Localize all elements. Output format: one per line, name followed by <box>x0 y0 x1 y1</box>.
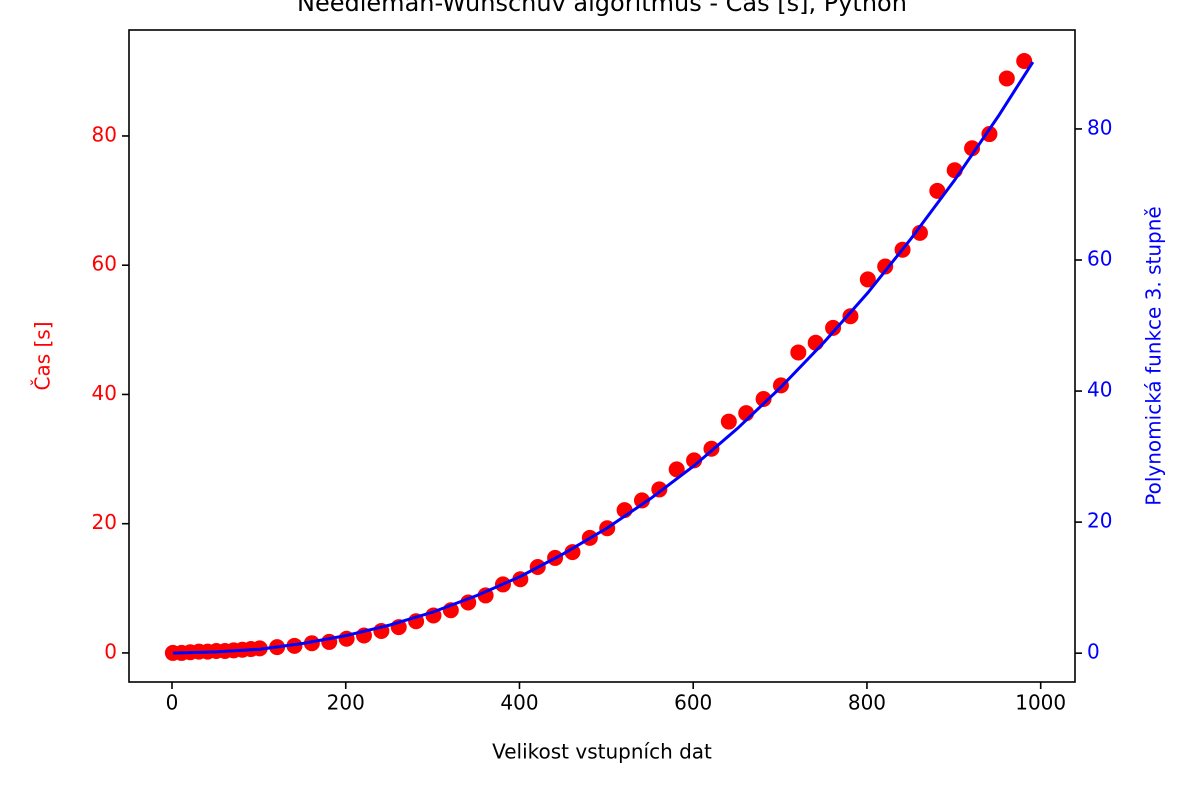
data-point <box>877 258 894 275</box>
x-tick-label: 0 <box>166 691 179 715</box>
y2-tick-label: 80 <box>1087 115 1112 139</box>
chart-title: Needleman-Wunschův algoritmus - Čas [s],… <box>297 0 907 17</box>
data-point <box>859 271 876 288</box>
y2-axis-label: Polynomická funkce 3. stupně <box>1142 206 1166 505</box>
x-tick-label: 400 <box>500 691 538 715</box>
data-point <box>825 319 842 336</box>
y-axis-label: Čas [s] <box>31 321 55 390</box>
data-point <box>755 390 772 407</box>
data-point <box>1016 53 1033 70</box>
plot-frame <box>128 29 1076 683</box>
fit-line <box>172 61 1035 655</box>
data-point <box>964 140 981 157</box>
x-tick-label: 800 <box>848 691 886 715</box>
data-point <box>807 334 824 351</box>
y-tick-label: 20 <box>92 510 117 534</box>
y2-tick-label: 60 <box>1087 247 1112 271</box>
data-point <box>564 544 581 561</box>
y-tick-label: 60 <box>92 252 117 276</box>
x-axis-label: Velikost vstupních dat <box>492 740 712 764</box>
data-point <box>911 224 928 241</box>
data-point <box>842 308 859 325</box>
y-tick-label: 0 <box>104 639 117 663</box>
data-point <box>686 452 703 469</box>
data-point <box>929 182 946 199</box>
x-tick-label: 200 <box>327 691 365 715</box>
data-point <box>720 413 737 430</box>
data-point <box>998 70 1015 87</box>
data-point <box>981 126 998 143</box>
data-point <box>790 344 807 361</box>
data-point <box>633 492 650 509</box>
y2-tick-label: 40 <box>1087 378 1112 402</box>
y2-tick-label: 20 <box>1087 509 1112 533</box>
y-tick-label: 40 <box>92 381 117 405</box>
x-tick-label: 600 <box>674 691 712 715</box>
x-tick-label: 1000 <box>1015 691 1066 715</box>
data-point <box>668 461 685 478</box>
y2-tick-label: 0 <box>1087 640 1100 664</box>
y-tick-label: 80 <box>92 122 117 146</box>
